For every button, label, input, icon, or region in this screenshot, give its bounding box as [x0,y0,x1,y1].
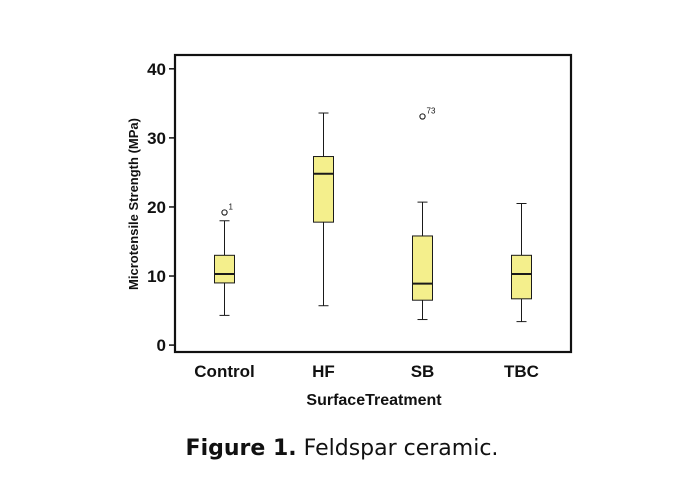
outlier-label: 73 [427,106,436,115]
plot-area [173,53,573,354]
box-control: 1 [214,202,235,316]
outlier-point [221,209,228,216]
outlier-point [419,113,426,120]
y-tick-label: 0 [157,336,166,355]
boxplot-chart: 0 10 20 30 40 1 73 Control HF SB TBC Microtensil… [126,53,573,409]
y-axis: 0 10 20 30 40 [147,60,175,355]
x-tick-label: Control [194,362,254,381]
x-tick-label: HF [312,362,335,381]
outlier-label: 1 [229,202,234,211]
y-axis-label: Microtensile Strength (MPa) [126,118,141,290]
figure-caption: Figure 1. Feldspar ceramic. [0,436,684,461]
y-tick-label: 30 [147,129,166,148]
box-iqr [511,254,532,300]
box-iqr [412,235,433,301]
caption-label: Figure 1. [185,436,297,461]
box-series: 1 73 [214,106,532,323]
box-tbc [511,203,532,323]
box-sb: 73 [412,106,436,321]
x-axis: Control HF SB TBC [194,362,539,381]
y-tick-label: 40 [147,60,166,79]
box-iqr [313,156,334,223]
x-tick-label: SB [411,362,435,381]
y-tick-label: 10 [147,267,166,286]
y-tick-label: 20 [147,198,166,217]
box-hf [313,112,334,307]
box-iqr [214,254,235,284]
x-tick-label: TBC [504,362,539,381]
caption-text: Feldspar ceramic. [303,436,499,461]
x-axis-label: SurfaceTreatment [306,392,442,409]
